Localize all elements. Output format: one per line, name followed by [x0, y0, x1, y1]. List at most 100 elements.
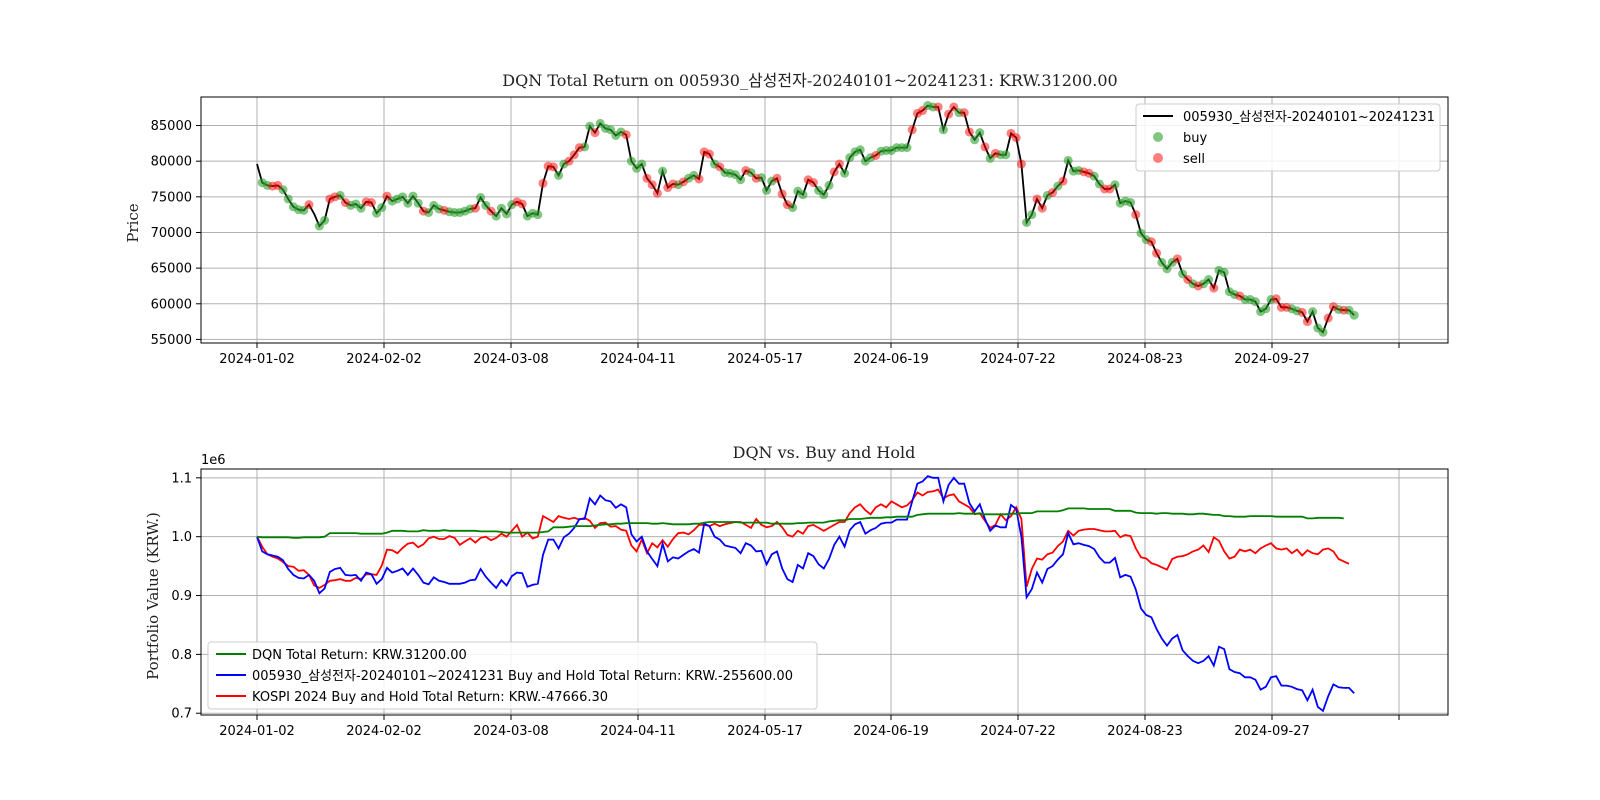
sell-marker — [1037, 203, 1047, 213]
x-tick-label: 2024-07-22 — [980, 724, 1056, 739]
buy-marker — [1178, 269, 1188, 279]
sell-marker — [1323, 313, 1333, 323]
sell-marker — [382, 191, 392, 201]
y-tick-label: 1.0 — [171, 530, 192, 545]
x-tick-label: 2024-09-27 — [1234, 724, 1310, 739]
x-tick-label: 2024-07-22 — [980, 352, 1056, 367]
sell-marker — [470, 203, 480, 213]
sell-marker — [1048, 188, 1058, 198]
price-chart-legend: 005930_삼성전자-20240101~20241231 buy sell — [1135, 103, 1441, 172]
portfolio-chart-frame — [200, 468, 1449, 716]
y-tick-label: 60000 — [151, 297, 192, 312]
x-tick-label: 2024-02-02 — [346, 724, 422, 739]
sell-marker — [1183, 275, 1193, 285]
buy-marker — [902, 143, 912, 153]
sell-marker — [1302, 317, 1312, 327]
buy-marker — [1063, 155, 1073, 165]
buy-marker — [762, 185, 772, 195]
y-tick-label: 80000 — [151, 155, 192, 170]
legend-label-buy: buy — [1183, 131, 1207, 146]
buy-markers — [257, 101, 1359, 337]
x-tick-label: 2024-04-11 — [600, 352, 676, 367]
sell-marker — [808, 178, 818, 188]
buy-marker — [585, 121, 595, 131]
sell-marker — [964, 127, 974, 137]
sell-marker — [517, 199, 527, 209]
y-tick-label: 70000 — [151, 226, 192, 241]
portfolio-chart-series — [256, 475, 1355, 713]
sell-marker — [678, 177, 688, 187]
buy-marker — [819, 190, 829, 200]
buy-marker — [938, 125, 948, 135]
sell-marker — [829, 167, 839, 177]
buy-marker — [658, 166, 668, 176]
sell-marker — [1032, 194, 1042, 204]
portfolio-chart-title: DQN vs. Buy and Hold — [733, 443, 916, 462]
buy-marker — [1136, 228, 1146, 238]
x-tick-label: 2024-01-02 — [219, 724, 295, 739]
y-tick-label: 0.7 — [171, 707, 192, 722]
sell-marker — [538, 178, 548, 188]
sell-marker — [1193, 281, 1203, 291]
dqn-line — [256, 507, 1344, 539]
legend-label-price: 005930_삼성전자-20240101~20241231 — [1183, 110, 1435, 125]
sell-marker — [704, 149, 714, 159]
portfolio-chart-y-axis: 0.7 0.8 0.9 1.0 1.1 — [171, 471, 201, 722]
price-chart: DQN Total Return on 005930_삼성전자-20240101… — [124, 71, 1449, 367]
sell-marker — [569, 150, 579, 160]
sell-marker — [1011, 133, 1021, 143]
sell-marker — [782, 200, 792, 210]
buy-marker — [481, 200, 491, 210]
y-tick-label: 65000 — [151, 262, 192, 277]
buy-marker — [798, 190, 808, 200]
buy-marker — [606, 125, 616, 135]
stock-buy-hold-line — [256, 475, 1355, 713]
sell-marker — [1016, 159, 1026, 169]
sell-marker — [1271, 294, 1281, 304]
y-tick-label: 1.1 — [171, 471, 192, 486]
portfolio-chart-x-axis: 2024-01-02 2024-02-02 2024-03-08 2024-04-11… — [219, 715, 1400, 739]
buy-marker — [637, 159, 647, 169]
sell-marker — [548, 162, 558, 172]
buy-marker — [824, 180, 834, 190]
buy-marker — [1349, 310, 1359, 320]
sell-marker — [990, 148, 1000, 158]
buy-marker — [502, 209, 512, 219]
sell-marker — [772, 173, 782, 183]
x-tick-label: 2024-05-17 — [727, 352, 803, 367]
sell-marker — [1209, 283, 1219, 293]
sell-marker — [304, 200, 314, 210]
sell-marker — [715, 162, 725, 172]
sell-marker — [574, 143, 584, 153]
sell-marker — [1152, 248, 1162, 258]
buy-marker — [496, 203, 506, 213]
sell-marker — [871, 150, 881, 160]
sell-marker — [590, 128, 600, 138]
buy-marker — [1308, 307, 1318, 317]
buy-marker — [845, 153, 855, 163]
price-chart-y-axis: 55000 60000 65000 70000 75000 80000 85000 — [151, 119, 201, 348]
buy-marker — [840, 168, 850, 178]
buy-marker — [1318, 327, 1328, 337]
buy-marker — [408, 191, 418, 201]
x-tick-label: 2024-08-23 — [1107, 724, 1183, 739]
buy-marker — [398, 192, 408, 202]
sell-marker — [1297, 307, 1307, 317]
sell-marker — [668, 179, 678, 189]
buy-marker — [476, 193, 486, 203]
portfolio-chart: DQN vs. Buy and Hold 1e6 Portfolio Value… — [144, 443, 1449, 739]
sell-marker — [418, 206, 428, 216]
sell-marker — [1282, 302, 1292, 312]
legend-label-dqn: DQN Total Return: KRW.31200.00 — [252, 648, 467, 663]
sell-marker — [647, 180, 657, 190]
x-tick-label: 2024-06-19 — [853, 724, 929, 739]
sell-marker — [834, 159, 844, 169]
price-chart-ylabel: Price — [124, 203, 142, 242]
sell-marker — [777, 189, 787, 199]
sell-marker — [486, 206, 496, 216]
sell-marker — [366, 198, 376, 208]
price-chart-x-axis: 2024-01-02 2024-02-02 2024-03-08 2024-04-11… — [219, 343, 1400, 367]
sell-marker — [1235, 291, 1245, 301]
price-chart-title: DQN Total Return on 005930_삼성전자-20240101… — [502, 71, 1117, 90]
sell-marker — [1131, 210, 1141, 220]
